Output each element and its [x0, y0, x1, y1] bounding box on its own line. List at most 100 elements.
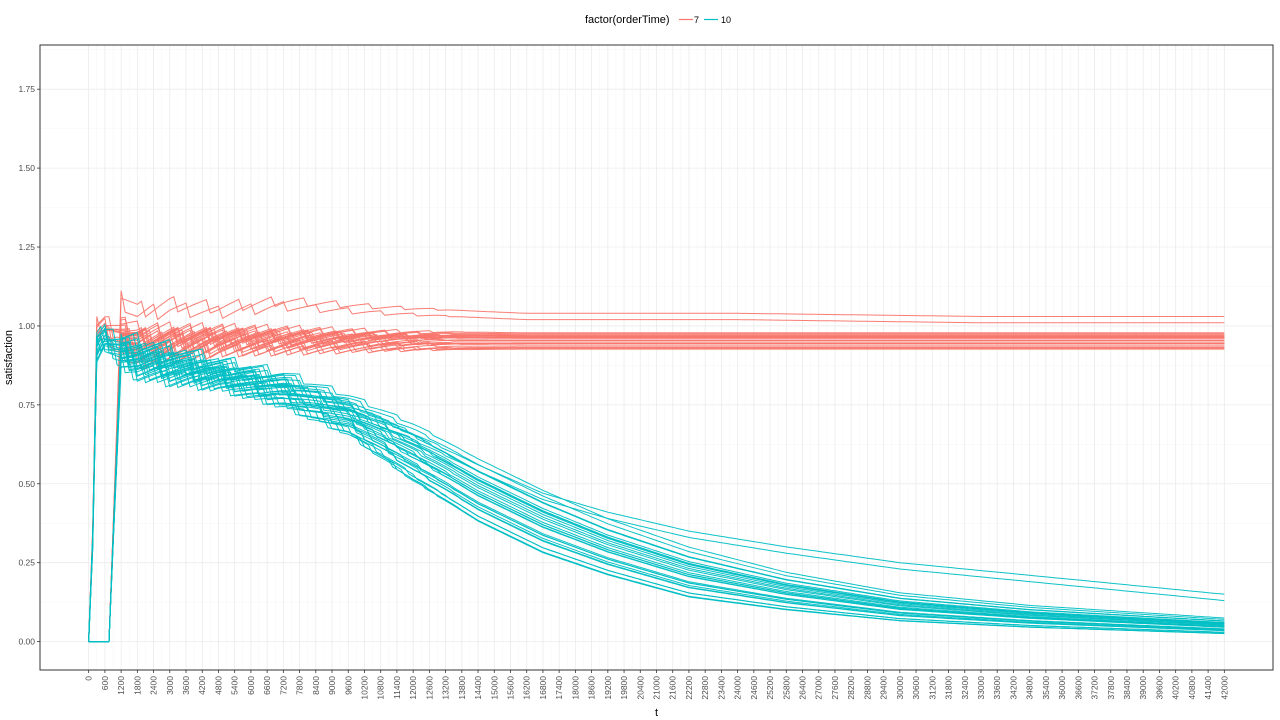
gridlines — [40, 45, 1273, 670]
y-tick-label: 0.50 — [18, 479, 35, 489]
x-axis: 0 600 1200 1800 2400 3000 3600 4200 4800 5400 6000… — [84, 670, 1229, 700]
x-tick-label: 4800 — [213, 676, 223, 695]
series-line-10 — [88, 364, 1225, 643]
x-tick-label: 8400 — [311, 676, 321, 695]
series-line-10 — [88, 336, 1225, 641]
x-tick-label: 28200 — [846, 676, 856, 700]
x-tick-label: 37200 — [1090, 676, 1100, 700]
x-tick-label: 22800 — [700, 676, 710, 700]
x-tick-label: 0 — [84, 676, 94, 681]
x-tick-label: 7200 — [278, 676, 288, 695]
x-tick-label: 9000 — [327, 676, 337, 695]
series-line-10 — [88, 336, 1225, 641]
x-tick-label: 18000 — [570, 676, 580, 700]
series-line-7 — [88, 290, 1225, 643]
x-tick-label: 34800 — [1025, 676, 1035, 700]
x-tick-label: 13800 — [457, 676, 467, 700]
x-tick-label: 1800 — [132, 676, 142, 695]
series-line-10 — [88, 337, 1225, 642]
x-tick-label: 13200 — [441, 676, 451, 700]
x-tick-label: 16800 — [538, 676, 548, 700]
series-line-7 — [88, 327, 1225, 643]
x-tick-label: 10200 — [359, 676, 369, 700]
x-tick-label: 21600 — [668, 676, 678, 700]
series-line-10 — [88, 329, 1225, 642]
series-line-7 — [88, 325, 1225, 642]
x-tick-label: 30000 — [895, 676, 905, 700]
legend-key-7-label: 7 — [694, 15, 699, 25]
series-line-10 — [88, 337, 1225, 640]
x-tick-label: 27000 — [814, 676, 824, 700]
x-tick-label: 24600 — [749, 676, 759, 700]
x-tick-label: 29400 — [879, 676, 889, 700]
x-tick-label: 18600 — [587, 676, 597, 700]
x-tick-label: 39600 — [1154, 676, 1164, 700]
x-tick-label: 39000 — [1138, 676, 1148, 700]
x-tick-label: 37800 — [1106, 676, 1116, 700]
series-line-10 — [88, 344, 1225, 643]
x-tick-label: 7800 — [295, 676, 305, 695]
series-line-7 — [88, 332, 1225, 643]
series-line-10 — [88, 343, 1225, 639]
x-tick-label: 9600 — [343, 676, 353, 695]
x-tick-label: 5400 — [230, 676, 240, 695]
x-tick-label: 36000 — [1057, 676, 1067, 700]
series-line-7 — [88, 296, 1225, 643]
x-tick-label: 33000 — [976, 676, 986, 700]
series-line-7 — [88, 326, 1225, 643]
x-tick-label: 3600 — [181, 676, 191, 695]
x-tick-label: 3000 — [165, 676, 175, 695]
x-tick-label: 27600 — [830, 676, 840, 700]
series-line-7 — [88, 338, 1225, 643]
series-line-10 — [88, 325, 1225, 641]
y-axis: 0.00 0.25 0.50 0.75 1.00 1.25 1.50 1.75 — [18, 84, 40, 647]
x-tick-label: 42000 — [1219, 676, 1229, 700]
x-tick-label: 38400 — [1122, 676, 1132, 700]
x-tick-label: 12600 — [424, 676, 434, 700]
x-tick-label: 14400 — [473, 676, 483, 700]
series-line-10 — [88, 337, 1225, 643]
x-tick-label: 19200 — [603, 676, 613, 700]
legend-title: factor(orderTime) — [585, 14, 670, 26]
series-line-10 — [88, 337, 1225, 642]
x-tick-label: 2400 — [149, 676, 159, 695]
x-tick-label: 17400 — [554, 676, 564, 700]
y-tick-label: 0.75 — [18, 400, 35, 410]
x-tick-label: 31800 — [944, 676, 954, 700]
series-line-10 — [88, 331, 1225, 643]
x-tick-label: 16200 — [522, 676, 532, 700]
series-line-10 — [88, 350, 1225, 643]
x-tick-label: 28800 — [862, 676, 872, 700]
y-tick-label: 1.50 — [18, 163, 35, 173]
x-tick-label: 24000 — [733, 676, 743, 700]
series-line-7 — [88, 318, 1225, 643]
x-tick-label: 30600 — [911, 676, 921, 700]
x-tick-label: 34200 — [1008, 676, 1018, 700]
x-tick-label: 41400 — [1203, 676, 1213, 700]
x-tick-label: 35400 — [1041, 676, 1051, 700]
x-tick-label: 32400 — [960, 676, 970, 700]
y-tick-label: 0.00 — [18, 637, 35, 647]
legend: factor(orderTime) 7 10 — [585, 14, 731, 26]
x-tick-label: 25200 — [765, 676, 775, 700]
data-lines — [88, 290, 1225, 643]
x-tick-label: 33600 — [992, 676, 1002, 700]
x-tick-label: 20400 — [635, 676, 645, 700]
x-tick-label: 40200 — [1171, 676, 1181, 700]
x-tick-label: 26400 — [798, 676, 808, 700]
x-tick-label: 21000 — [652, 676, 662, 700]
x-tick-label: 1200 — [116, 676, 126, 695]
y-tick-label: 1.00 — [18, 321, 35, 331]
y-tick-label: 1.75 — [18, 84, 35, 94]
x-tick-label: 40800 — [1187, 676, 1197, 700]
series-line-10 — [88, 326, 1225, 642]
x-tick-label: 15600 — [505, 676, 515, 700]
x-tick-label: 10800 — [376, 676, 386, 700]
x-tick-label: 23400 — [716, 676, 726, 700]
x-tick-label: 12000 — [408, 676, 418, 700]
x-tick-label: 19800 — [619, 676, 629, 700]
x-tick-label: 25800 — [781, 676, 791, 700]
series-line-7 — [88, 337, 1225, 643]
x-tick-label: 11400 — [392, 676, 402, 699]
